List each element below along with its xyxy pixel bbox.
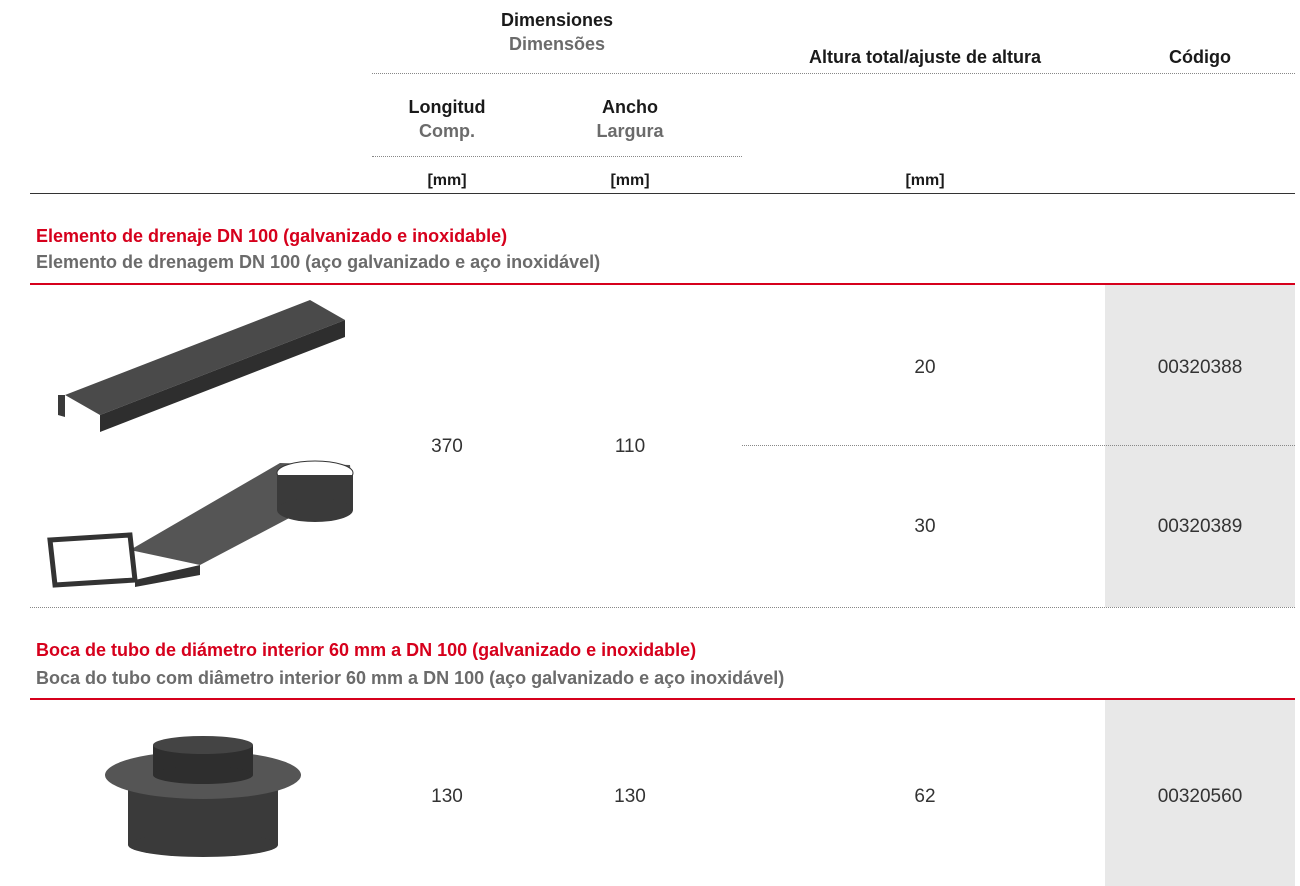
divider — [30, 193, 1295, 194]
section-title: Elemento de drenaje DN 100 (galvanizado … — [36, 226, 508, 246]
divider — [30, 607, 1295, 608]
code-bg — [1105, 285, 1295, 607]
length-value: 370 — [431, 436, 463, 457]
header-length: Longitud — [408, 97, 486, 117]
product-image — [47, 300, 354, 588]
header-length-sub: Comp. — [419, 121, 475, 141]
header-width: Ancho — [602, 97, 658, 117]
code-value: 00320388 — [1157, 357, 1243, 378]
section-line — [30, 698, 1295, 700]
height-value: 20 — [914, 357, 936, 378]
code-bg — [1105, 700, 1295, 886]
unit: [mm] — [905, 172, 945, 189]
divider — [372, 156, 742, 157]
height-value: 30 — [914, 516, 936, 537]
width-value: 110 — [614, 436, 646, 457]
product-image — [105, 736, 301, 857]
code-value: 00320560 — [1157, 786, 1243, 807]
height-value: 62 — [914, 786, 936, 807]
width-value: 130 — [614, 786, 646, 807]
header-height: Altura total/ajuste de altura — [808, 47, 1042, 67]
unit: [mm] — [427, 172, 467, 189]
length-value: 130 — [431, 786, 463, 807]
section-title: Boca de tubo de diámetro interior 60 mm … — [36, 640, 697, 660]
section-subtitle: Elemento de drenagem DN 100 (aço galvani… — [36, 252, 601, 272]
header-dimensions-sub: Dimensões — [508, 34, 606, 54]
divider — [742, 445, 1295, 446]
code-value: 00320389 — [1157, 516, 1243, 537]
section-line — [30, 283, 1295, 285]
header-width-sub: Largura — [596, 121, 664, 141]
header-dimensions: Dimensiones — [500, 10, 614, 30]
unit: [mm] — [610, 172, 650, 189]
divider — [372, 73, 1295, 74]
section-subtitle: Boca do tubo com diâmetro interior 60 mm… — [36, 668, 785, 688]
header-code: Código — [1169, 47, 1231, 67]
